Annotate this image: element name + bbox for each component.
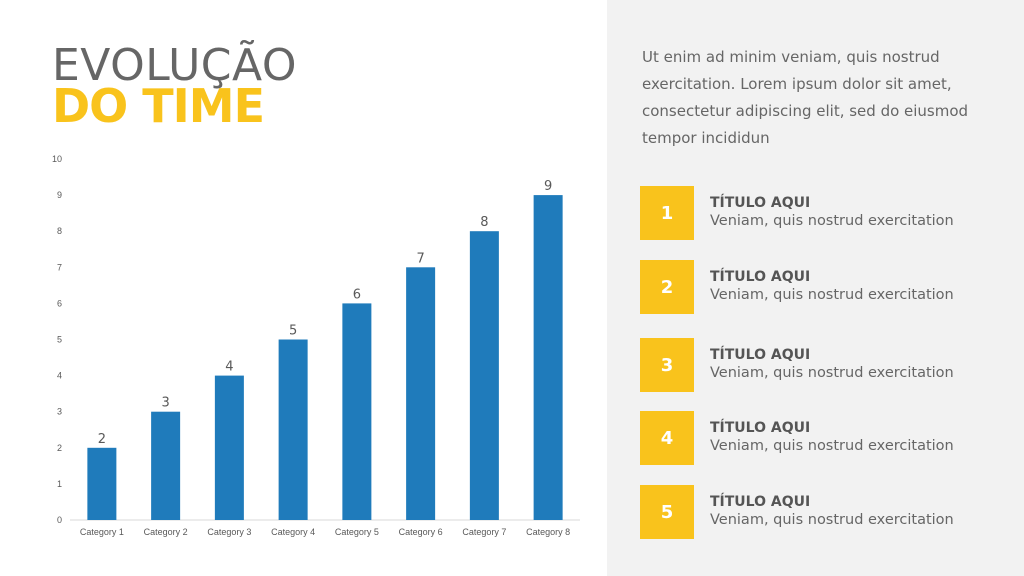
list-item-2: 2 TÍTULO AQUI Veniam, quis nostrud exerc… — [640, 260, 1010, 315]
page-title-line2: DO TIME — [52, 79, 265, 133]
bar — [342, 303, 372, 520]
data-label: 9 — [544, 179, 552, 194]
item-description: Veniam, quis nostrud exercitation — [710, 365, 954, 381]
intro-text: Ut enim ad minim veniam, quis nostrud ex… — [642, 48, 969, 147]
item-description: Veniam, quis nostrud exercitation — [710, 213, 954, 229]
data-label: 8 — [480, 215, 488, 230]
item-description: Veniam, quis nostrud exercitation — [710, 438, 954, 454]
item-title: TÍTULO AQUI — [710, 347, 811, 363]
x-tick-label: Category 4 — [271, 527, 315, 537]
bar — [469, 231, 499, 520]
x-tick-label: Category 3 — [207, 527, 251, 537]
data-label: 7 — [416, 251, 424, 266]
x-tick-label: Category 8 — [526, 527, 570, 537]
list-item-4: 4 TÍTULO AQUI Veniam, quis nostrud exerc… — [640, 411, 1010, 466]
y-tick-label: 8 — [57, 226, 62, 236]
x-tick-label: Category 5 — [335, 527, 379, 537]
data-label: 3 — [161, 396, 169, 411]
item-title: TÍTULO AQUI — [710, 494, 811, 510]
list-item-5: 5 TÍTULO AQUI Veniam, quis nostrud exerc… — [640, 485, 1010, 540]
item-title: TÍTULO AQUI — [710, 269, 811, 285]
y-tick-label: 10 — [52, 154, 62, 164]
item-description: Veniam, quis nostrud exercitation — [710, 287, 954, 303]
x-tick-label: Category 7 — [462, 527, 506, 537]
bar — [87, 447, 117, 520]
y-tick-label: 9 — [57, 190, 62, 200]
bar — [278, 339, 308, 520]
bar — [214, 375, 244, 520]
x-tick-label: Category 1 — [80, 527, 124, 537]
y-tick-label: 3 — [57, 407, 62, 417]
item-description: Veniam, quis nostrud exercitation — [710, 512, 954, 528]
page-title-line1: EVOLUÇÃO — [52, 40, 297, 91]
data-label: 6 — [353, 287, 361, 302]
y-tick-label: 1 — [57, 479, 62, 489]
bar — [533, 195, 563, 520]
y-tick-label: 0 — [57, 515, 62, 525]
y-tick-label: 7 — [57, 262, 62, 272]
item-number-badge: 1 — [640, 186, 694, 240]
item-number-badge: 2 — [640, 260, 694, 314]
data-label: 5 — [289, 324, 297, 339]
bar — [406, 267, 436, 520]
data-label: 4 — [225, 360, 233, 375]
item-number-badge: 5 — [640, 485, 694, 539]
item-title: TÍTULO AQUI — [710, 195, 811, 211]
data-label: 2 — [98, 432, 106, 447]
x-tick-label: Category 6 — [399, 527, 443, 537]
y-tick-label: 5 — [57, 335, 62, 345]
bar-chart: 0 1 2 3 4 5 6 7 8 9 10 2 Category 1 3 Category 2 4 Categ… — [52, 154, 580, 537]
item-number-badge: 4 — [640, 411, 694, 465]
item-number-badge: 3 — [640, 338, 694, 392]
y-tick-label: 2 — [57, 443, 62, 453]
x-tick-label: Category 2 — [144, 527, 188, 537]
list-item-3: 3 TÍTULO AQUI Veniam, quis nostrud exerc… — [640, 338, 1010, 393]
list-item-1: 1 TÍTULO AQUI Veniam, quis nostrud exerc… — [640, 186, 1010, 241]
y-tick-label: 4 — [57, 371, 62, 381]
y-tick-label: 6 — [57, 298, 62, 308]
bar — [151, 411, 181, 520]
item-title: TÍTULO AQUI — [710, 420, 811, 436]
